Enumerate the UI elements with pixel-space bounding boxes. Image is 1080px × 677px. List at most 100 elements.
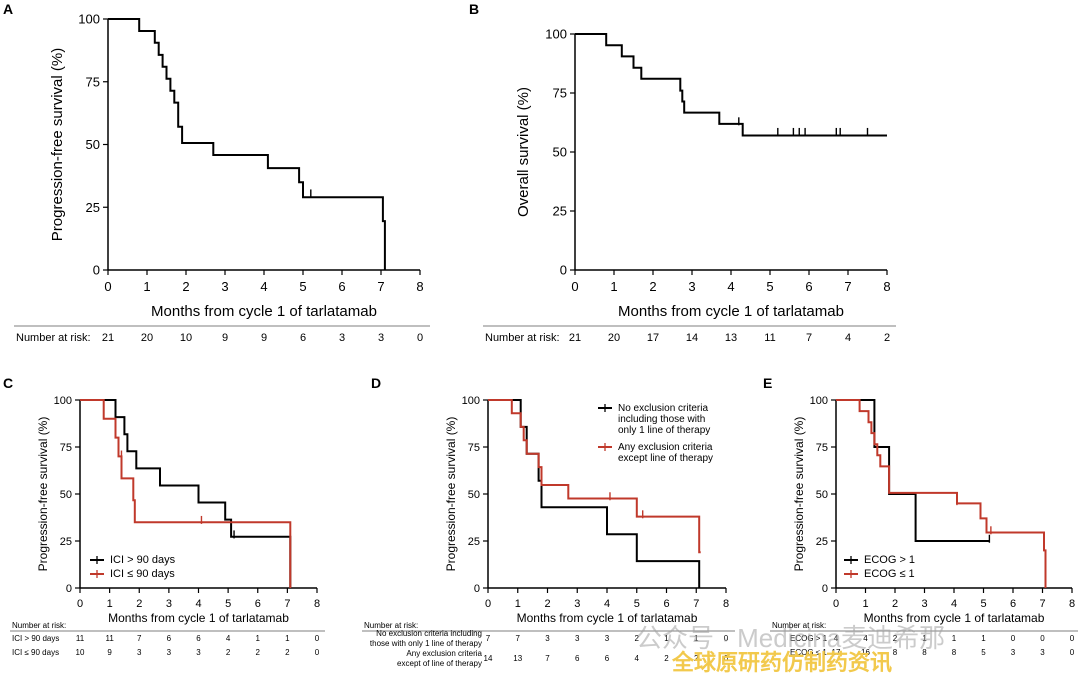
x-tick-label: 0 xyxy=(104,279,111,294)
risk-value: 7 xyxy=(806,332,812,344)
risk-value: 13 xyxy=(725,332,737,344)
risk-value: 1 xyxy=(256,634,261,643)
x-tick-label: 7 xyxy=(1039,598,1045,610)
risk-table-label: Number at risk: xyxy=(16,332,91,344)
y-tick-label: 100 xyxy=(78,12,100,27)
risk-value: 3 xyxy=(378,332,384,344)
x-tick-label: 1 xyxy=(610,279,617,294)
risk-value: 2 xyxy=(694,654,699,663)
risk-value: 1 xyxy=(981,634,986,643)
legend: ICI > 90 days ICI ≤ 90 days xyxy=(90,554,176,580)
risk-value: 2 xyxy=(635,634,640,643)
y-tick-label: 0 xyxy=(822,583,828,595)
risk-value: 14 xyxy=(686,332,698,344)
panel-letter: D xyxy=(371,375,381,391)
risk-value: 10 xyxy=(180,332,192,344)
x-tick-label: 0 xyxy=(833,598,839,610)
risk-value: 17 xyxy=(647,332,659,344)
risk-value: 8 xyxy=(952,648,957,657)
risk-value: 0 xyxy=(724,654,729,663)
risk-value: 0 xyxy=(1011,634,1016,643)
x-tick-label: 3 xyxy=(221,279,228,294)
risk-value: 3 xyxy=(605,634,610,643)
y-tick-label: 25 xyxy=(468,536,480,548)
x-tick-label: 4 xyxy=(260,279,267,294)
x-tick-label: 1 xyxy=(515,598,521,610)
risk-value: 6 xyxy=(575,654,580,663)
legend-entry: No exclusion criteria xyxy=(618,403,708,414)
x-tick-label: 8 xyxy=(1069,598,1075,610)
x-tick-label: 8 xyxy=(883,279,890,294)
x-tick-label: 2 xyxy=(182,279,189,294)
x-tick-label: 4 xyxy=(604,598,610,610)
x-tick-label: 5 xyxy=(980,598,986,610)
risk-row-name: ECOG ≤ 1 xyxy=(790,648,827,657)
risk-table-label: Number at risk: xyxy=(12,621,66,630)
y-tick-label: 100 xyxy=(545,27,567,42)
x-tick-label: 6 xyxy=(663,598,669,610)
risk-value: 1 xyxy=(952,634,957,643)
x-tick-label: 7 xyxy=(377,279,384,294)
risk-value: 21 xyxy=(569,332,581,344)
risk-value: 4 xyxy=(226,634,231,643)
risk-value: 11 xyxy=(76,634,85,643)
risk-value: 17 xyxy=(832,648,841,657)
risk-value: 3 xyxy=(196,648,201,657)
legend-entry: ICI > 90 days xyxy=(110,554,176,566)
risk-value: 2 xyxy=(285,648,290,657)
x-tick-label: 4 xyxy=(951,598,957,610)
risk-value: 0 xyxy=(315,648,320,657)
x-tick-label: 4 xyxy=(727,279,734,294)
x-tick-label: 1 xyxy=(143,279,150,294)
y-tick-label: 50 xyxy=(60,489,72,501)
km-curve-1 xyxy=(836,399,990,542)
risk-value: 0 xyxy=(724,634,729,643)
x-tick-label: 7 xyxy=(284,598,290,610)
x-axis-label: Months from cycle 1 of tarlatamab xyxy=(151,303,377,320)
y-axis-label: Progression-free survival (%) xyxy=(792,417,806,572)
risk-value: 10 xyxy=(76,648,85,657)
legend-entry: except line of therapy xyxy=(618,453,713,464)
risk-value: 4 xyxy=(863,634,868,643)
risk-table: Number at risk: 21 20 17 14 13 11 7 4 2 xyxy=(483,325,896,344)
risk-value: 7 xyxy=(486,634,491,643)
legend-entry: only 1 line of therapy xyxy=(618,425,710,436)
y-tick-label: 0 xyxy=(93,263,100,278)
risk-row-name: No exclusion criteria including xyxy=(376,629,482,638)
y-tick-label: 25 xyxy=(60,536,72,548)
panel-b: B 0 25 50 75 100 0 1 2 3 4 5 6 7 8 Months from cycle 1 … xyxy=(469,1,896,344)
x-tick-label: 1 xyxy=(107,598,113,610)
y-tick-label: 75 xyxy=(86,74,100,89)
y-tick-label: 50 xyxy=(553,145,567,160)
risk-value: 1 xyxy=(922,634,927,643)
risk-table: Number at risk: ECOG > 1 4 4 2 1 1 1 0 0 0 ECOG ≤ 1… xyxy=(770,621,1078,657)
risk-table: Number at risk: 21 20 10 9 9 6 3 3 0 xyxy=(14,325,430,344)
risk-value: 0 xyxy=(315,634,320,643)
km-curve-2 xyxy=(836,399,1047,588)
risk-value: 16 xyxy=(861,648,870,657)
x-tick-label: 0 xyxy=(77,598,83,610)
x-tick-label: 2 xyxy=(136,598,142,610)
x-tick-label: 5 xyxy=(634,598,640,610)
risk-value: 9 xyxy=(222,332,228,344)
risk-row-name: ICI > 90 days xyxy=(12,634,59,643)
y-tick-label: 75 xyxy=(468,442,480,454)
risk-value: 2 xyxy=(226,648,231,657)
risk-value: 1 xyxy=(664,634,669,643)
panel-letter: C xyxy=(3,375,13,391)
y-tick-label: 50 xyxy=(816,489,828,501)
x-axis-label: Months from cycle 1 of tarlatamab xyxy=(517,611,698,625)
x-tick-label: 8 xyxy=(416,279,423,294)
risk-value: 11 xyxy=(105,634,114,643)
risk-table-label: Number at risk: xyxy=(364,621,418,630)
risk-value: 13 xyxy=(513,654,522,663)
y-tick-label: 100 xyxy=(462,395,480,407)
x-tick-label: 6 xyxy=(1010,598,1016,610)
x-tick-label: 2 xyxy=(544,598,550,610)
y-tick-label: 75 xyxy=(816,442,828,454)
risk-value: 0 xyxy=(1040,634,1045,643)
risk-row-name: except of line of therapy xyxy=(397,659,482,668)
